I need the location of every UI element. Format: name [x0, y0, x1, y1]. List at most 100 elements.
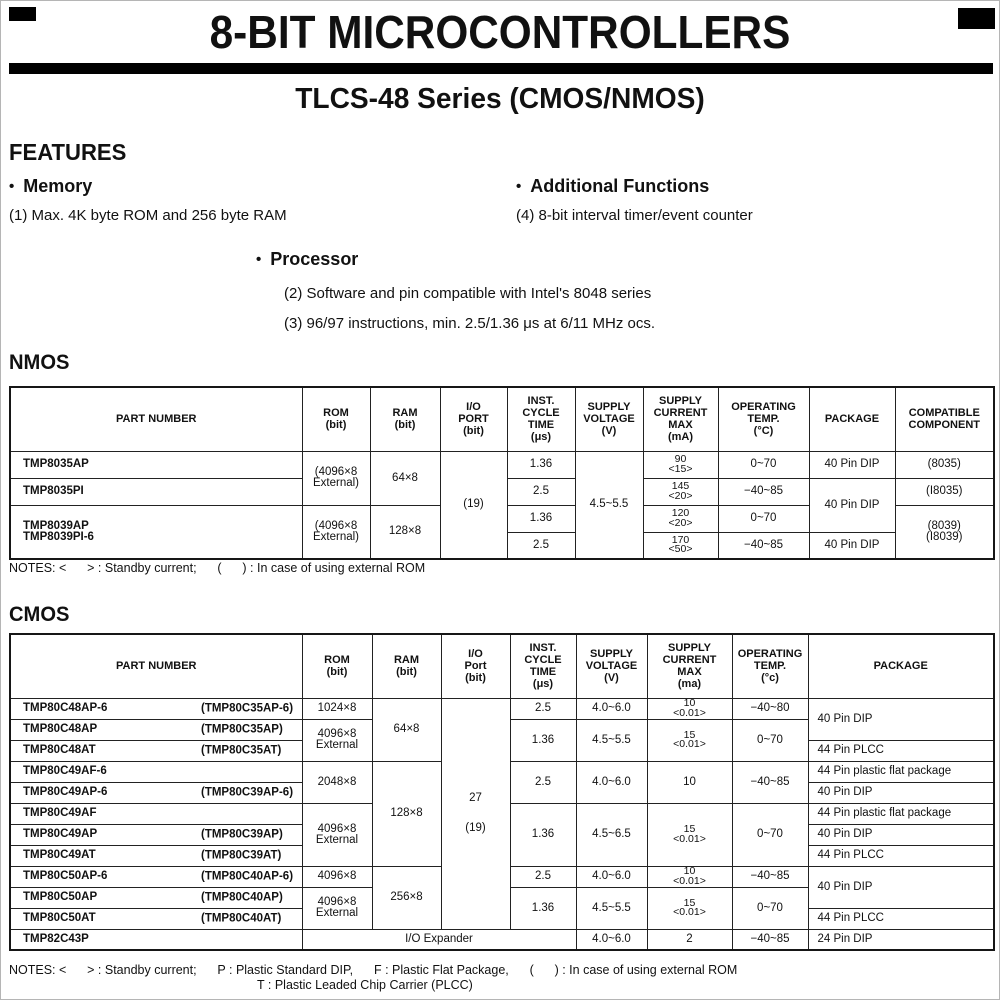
part-number-cell: TMP80C50AT (TMP80C40AT) — [9, 907, 303, 930]
supply-voltage-cell: 4.5~6.5 — [575, 802, 648, 867]
header-part-number: PART NUMBER — [9, 633, 303, 699]
supply-voltage-cell: 4.5~5.5 — [574, 450, 644, 560]
header-rom: ROM (bit) — [301, 633, 373, 699]
cycle-time-cell: 2.5 — [506, 477, 576, 506]
operating-temp-cell: 0~70 — [731, 886, 809, 930]
cmos-section-heading: CMOS — [9, 603, 70, 626]
header-inst-cycle-time: INST. CYCLE TIME (μs) — [506, 386, 576, 452]
rom-cell: 4096×8 External — [301, 802, 373, 867]
part-alias: (TMP80C35AP) — [201, 723, 283, 735]
header-inst-cycle-time: INST. CYCLE TIME (μs) — [509, 633, 577, 699]
part-alias: (TMP80C40AP) — [201, 891, 283, 903]
supply-current-cell: 15 <0.01> — [646, 886, 733, 930]
processor-heading: • Processor — [256, 249, 358, 270]
supply-current-cell: 2 — [646, 928, 733, 951]
rom-cell: (4096×8 External) — [301, 504, 371, 560]
supply-voltage-cell: 4.0~6.0 — [575, 697, 648, 720]
compatible-cell: (8035) — [894, 450, 995, 479]
supply-voltage-cell: 4.0~6.0 — [575, 760, 648, 804]
rom-cell: 4096×8 External — [301, 718, 373, 762]
feature-item-2: (2) Software and pin compatible with Int… — [284, 285, 652, 302]
package-cell: 44 Pin PLCC — [807, 739, 995, 762]
header-supply-current: SUPPLY CURRENT MAX (mA) — [642, 386, 719, 452]
part-number-cell: TMP80C49AF — [9, 802, 303, 825]
supply-voltage-cell: 4.5~5.5 — [575, 886, 648, 930]
header-compatible-component: COMPATIBLE COMPONENT — [894, 386, 995, 452]
package-cell: 44 Pin PLCC — [807, 907, 995, 930]
part-number-cell: TMP80C50AP-6 (TMP80C40AP-6) — [9, 865, 303, 888]
cycle-time-cell: 1.36 — [509, 718, 577, 762]
operating-temp-cell: 0~70 — [717, 504, 810, 533]
header-io-port: I/O PORT (bit) — [439, 386, 508, 452]
additional-functions-heading-label: Additional Functions — [530, 176, 710, 196]
part-alias: (TMP80C40AT) — [201, 912, 282, 924]
memory-heading: • Memory — [9, 176, 92, 197]
part-name: TMP80C48AP-6 — [23, 702, 108, 714]
header-package: PACKAGE — [808, 386, 896, 452]
supply-current-cell: 10 <0.01> — [646, 697, 733, 720]
package-cell: 24 Pin DIP — [807, 928, 995, 951]
cmos-header-row: PART NUMBER ROM (bit) RAM (bit) I/O Port… — [9, 633, 995, 699]
header-package: PACKAGE — [807, 633, 995, 699]
cmos-notes-line1: NOTES: < > : Standby current; P : Plasti… — [9, 963, 738, 977]
feature-item-4: (4) 8-bit interval timer/event counter — [516, 207, 753, 224]
ram-cell: 64×8 — [369, 450, 441, 506]
part-number-cell: TMP8035PI — [9, 477, 303, 506]
package-cell: 40 Pin DIP — [807, 823, 995, 846]
part-name: TMP80C50AT — [23, 912, 96, 924]
scan-corner-mark-right — [958, 8, 995, 29]
part-name: TMP80C48AP — [23, 723, 98, 735]
supply-current-cell: 120 <20> — [642, 504, 719, 533]
table-row: TMP82C43P I/O Expander 4.0~6.0 2 −40~85 … — [9, 928, 995, 951]
part-alias: (TMP80C35AT) — [201, 744, 282, 756]
part-number-cell: TMP82C43P — [9, 928, 303, 951]
supply-current-cell: 90 <15> — [642, 450, 719, 479]
rom-cell: (4096×8 External) — [301, 450, 371, 506]
cmos-notes-line2: T : Plastic Leaded Chip Carrier (PLCC) — [257, 978, 473, 992]
supply-current-cell: 145 <20> — [642, 477, 719, 506]
part-number-cell: TMP80C49AF-6 — [9, 760, 303, 783]
nmos-header-row: PART NUMBER ROM (bit) RAM (bit) I/O PORT… — [9, 386, 995, 452]
operating-temp-cell: 0~70 — [717, 450, 810, 479]
rom-cell: 4096×8 External — [301, 886, 373, 930]
part-alias: (TMP80C39AT) — [201, 849, 282, 861]
operating-temp-cell: −40~85 — [717, 531, 810, 560]
package-cell: 44 Pin PLCC — [807, 844, 995, 867]
memory-heading-label: Memory — [23, 176, 93, 196]
header-operating-temp: OPERATING TEMP. (°c) — [731, 633, 809, 699]
part-name: TMP80C49AT — [23, 849, 96, 861]
cycle-time-cell: 2.5 — [509, 865, 577, 888]
series-subtitle: TLCS-48 Series (CMOS/NMOS) — [295, 83, 705, 115]
header-ram: RAM (bit) — [369, 386, 441, 452]
part-number-cell: TMP8035AP — [9, 450, 303, 479]
package-cell: 40 Pin DIP — [808, 450, 896, 479]
package-cell: 40 Pin DIP — [808, 477, 896, 533]
part-number-cell: TMP80C48AT (TMP80C35AT) — [9, 739, 303, 762]
package-cell: 40 Pin DIP — [807, 781, 995, 804]
part-name: TMP80C49AF-6 — [23, 765, 107, 777]
package-cell: 40 Pin DIP — [807, 697, 995, 741]
cycle-time-cell: 1.36 — [506, 450, 576, 479]
ram-cell: 64×8 — [371, 697, 442, 762]
nmos-notes: NOTES: < > : Standby current; ( ) : In c… — [9, 561, 426, 575]
part-name: TMP80C48AT — [23, 744, 96, 756]
part-number-cell: TMP8039AP TMP8039PI-6 — [9, 504, 303, 560]
io-expander-cell: I/O Expander — [301, 928, 577, 951]
part-alias: (TMP80C39AP-6) — [201, 786, 294, 798]
part-number-cell: TMP80C50AP (TMP80C40AP) — [9, 886, 303, 909]
table-row: TMP8035AP (4096×8 External) 64×8 (19) 1.… — [9, 450, 995, 560]
cmos-table: PART NUMBER ROM (bit) RAM (bit) I/O Port… — [9, 633, 995, 951]
supply-current-cell: 15 <0.01> — [646, 718, 733, 762]
supply-voltage-cell: 4.0~6.0 — [575, 928, 648, 951]
feature-item-1: (1) Max. 4K byte ROM and 256 byte RAM — [9, 207, 287, 224]
table-row: TMP8039AP TMP8039PI-6 (4096×8 External) … — [9, 504, 995, 560]
part-name: TMP80C50AP-6 — [23, 870, 108, 882]
title-divider-bar — [9, 63, 993, 74]
table-row: TMP80C49AF-6 2048×8 128×8 2.5 4.0~6.0 10… — [9, 760, 995, 867]
part-number-cell: TMP80C48AP-6 (TMP80C35AP-6) — [9, 697, 303, 720]
processor-heading-label: Processor — [270, 249, 359, 269]
bullet-icon: • — [9, 178, 15, 195]
operating-temp-cell: −40~85 — [731, 928, 809, 951]
operating-temp-cell: −40~85 — [717, 477, 810, 506]
part-name: TMP80C49AP — [23, 828, 98, 840]
